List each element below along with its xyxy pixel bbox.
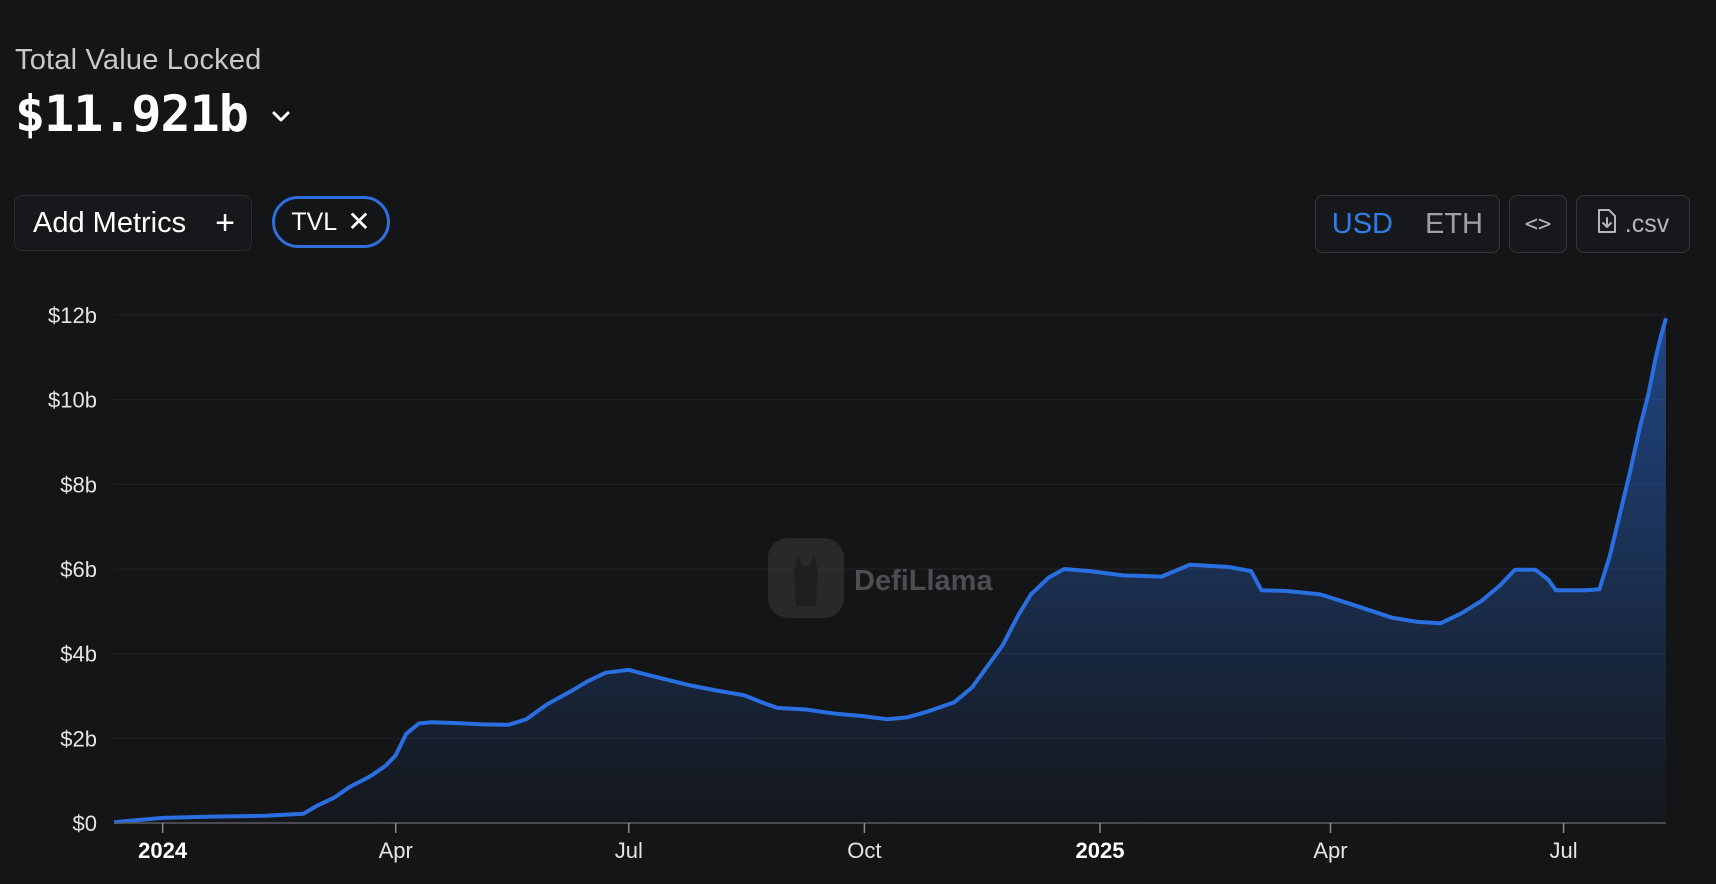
- x-axis-ticks: 2024 Apr Jul Oct 2025 Apr Jul: [138, 823, 1578, 863]
- x-tick-label: Apr: [1313, 838, 1347, 863]
- file-download-icon: [1597, 208, 1617, 241]
- currency-toggle: USD ETH: [1314, 195, 1500, 253]
- close-icon[interactable]: ✕: [347, 206, 371, 237]
- chart-toolbar: Add Metrics + TVL ✕ USD ETH <> .csv: [14, 195, 1690, 253]
- csv-label: .csv: [1624, 209, 1670, 238]
- tvl-chip-label: TVL: [291, 207, 338, 236]
- x-tick-label: Jul: [1549, 838, 1577, 863]
- csv-download-button[interactable]: .csv: [1576, 195, 1690, 253]
- tvl-area: [114, 318, 1666, 823]
- embed-button[interactable]: <>: [1509, 195, 1567, 253]
- x-tick-label: Oct: [847, 838, 881, 863]
- x-tick-label: Jul: [615, 838, 643, 863]
- y-axis-ticks: $0 $2b $4b $6b $8b $10b $12b: [48, 303, 97, 836]
- tvl-title: Total Value Locked: [15, 44, 262, 76]
- y-tick-label: $4b: [60, 642, 97, 667]
- x-tick-label: Apr: [379, 838, 413, 863]
- y-tick-label: $8b: [60, 472, 97, 497]
- chevron-down-icon[interactable]: [266, 102, 296, 132]
- y-tick-label: $0: [73, 811, 97, 836]
- x-tick-label: 2025: [1076, 838, 1125, 863]
- y-tick-label: $2b: [60, 726, 97, 751]
- usd-button[interactable]: USD: [1331, 207, 1393, 240]
- defillama-watermark: DefiLlama: [768, 538, 993, 618]
- tvl-line: [113, 317, 1668, 825]
- toolbar-right-group: USD ETH <> .csv: [1314, 195, 1690, 253]
- plus-icon: +: [215, 204, 235, 242]
- watermark-text: DefiLlama: [854, 565, 993, 597]
- tvl-value-row: $11.921b: [15, 85, 296, 143]
- llama-icon: [794, 554, 818, 606]
- tvl-chart: DefiLlama $0 $2b $4b $6b $8b $10b $12b 2024 Apr…: [48, 303, 1668, 863]
- y-tick-label: $10b: [48, 388, 97, 413]
- tvl-value: $11.921b: [15, 85, 249, 143]
- y-tick-label: $6b: [60, 557, 97, 582]
- tvl-metric-chip[interactable]: TVL ✕: [272, 196, 390, 248]
- tvl-header: Total Value Locked $11.921b: [15, 44, 296, 143]
- code-icon: <>: [1524, 211, 1552, 237]
- y-tick-label: $12b: [48, 303, 97, 328]
- eth-button[interactable]: ETH: [1425, 207, 1483, 240]
- x-tick-label: 2024: [138, 838, 188, 863]
- add-metrics-button[interactable]: Add Metrics +: [14, 195, 252, 251]
- add-metrics-label: Add Metrics: [33, 206, 187, 239]
